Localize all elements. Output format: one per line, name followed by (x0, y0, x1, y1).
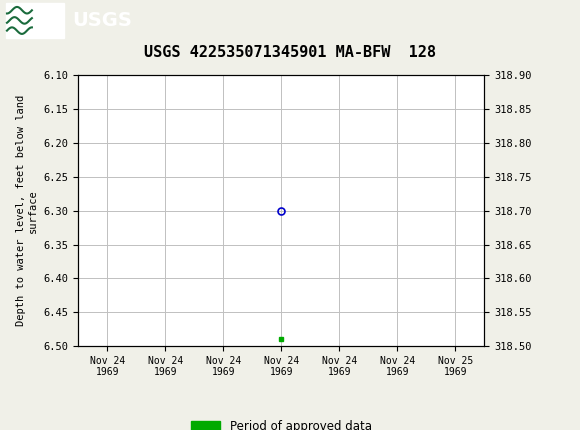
Text: USGS: USGS (72, 11, 132, 30)
Y-axis label: Depth to water level, feet below land
surface: Depth to water level, feet below land su… (16, 95, 38, 326)
Text: USGS 422535071345901 MA-BFW  128: USGS 422535071345901 MA-BFW 128 (144, 45, 436, 60)
Legend: Period of approved data: Period of approved data (186, 415, 376, 430)
FancyBboxPatch shape (6, 3, 64, 37)
